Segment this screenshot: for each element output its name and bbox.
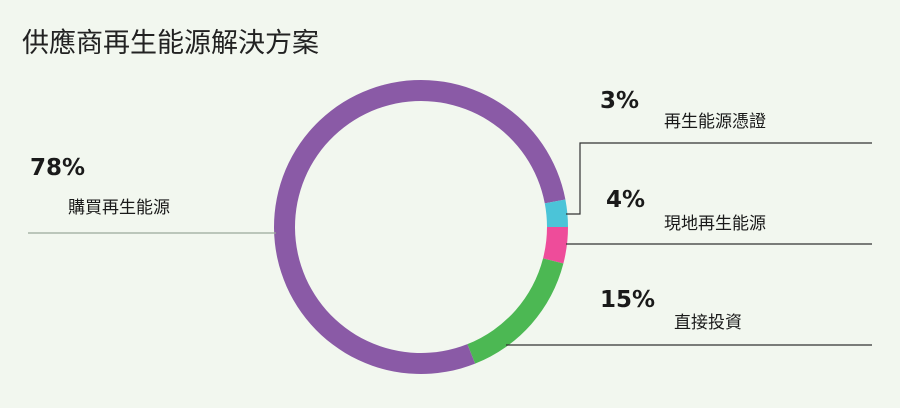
slice-onsite [543,227,568,264]
label-rec: 再生能源憑證 [664,112,766,132]
slice-invest [467,258,564,364]
label-onsite: 現地再生能源 [664,214,766,234]
pct-purchase: 78% [30,155,85,181]
pct-invest: 15% [600,287,655,313]
pct-onsite: 4% [606,187,645,213]
label-purchase: 購買再生能源 [68,198,170,218]
slice-rec [544,199,568,227]
chart-title: 供應商再生能源解決方案 [22,28,319,59]
pct-rec: 3% [600,88,639,114]
label-invest: 直接投資 [674,313,742,333]
donut-slices [274,80,568,375]
leader-line-rec [566,142,872,215]
